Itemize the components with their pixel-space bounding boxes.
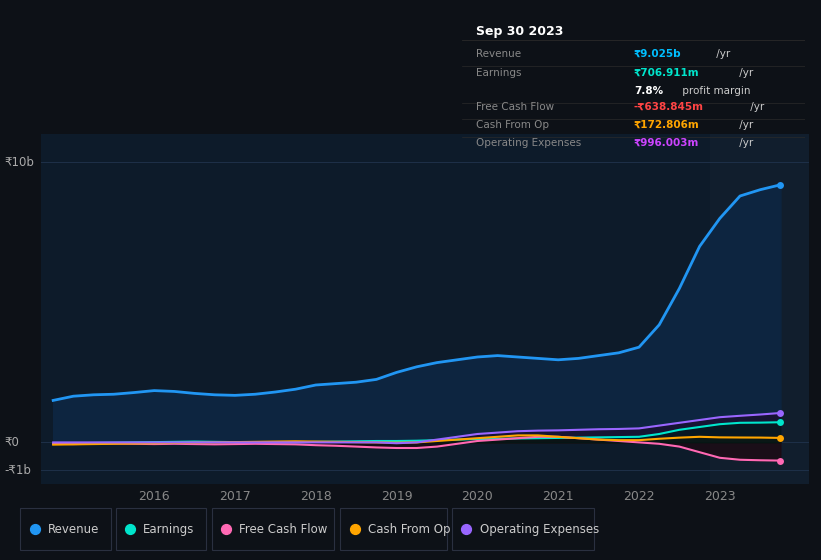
Text: 7.8%: 7.8% [634,86,663,96]
Text: Earnings: Earnings [476,68,521,78]
Text: Free Cash Flow: Free Cash Flow [240,522,328,536]
Text: /yr: /yr [736,68,753,78]
Text: Revenue: Revenue [48,522,99,536]
Point [219,525,232,534]
Text: Earnings: Earnings [144,522,195,536]
Text: Operating Expenses: Operating Expenses [479,522,599,536]
Point [774,180,787,189]
Point [460,525,473,534]
Point [774,418,787,427]
Text: /yr: /yr [736,138,753,148]
Text: /yr: /yr [747,102,764,112]
Point [774,409,787,418]
Text: ₹0: ₹0 [4,436,19,449]
Text: Revenue: Revenue [476,49,521,59]
Point [774,456,787,465]
Text: ₹9.025b: ₹9.025b [634,49,681,59]
Text: profit margin: profit margin [679,86,750,96]
Text: ₹10b: ₹10b [4,156,34,169]
Text: Operating Expenses: Operating Expenses [476,138,581,148]
Text: ₹706.911m: ₹706.911m [634,68,699,78]
Text: Cash From Op: Cash From Op [476,120,549,130]
Point [348,525,361,534]
Text: -₹1b: -₹1b [4,464,31,477]
Point [123,525,136,534]
Point [28,525,41,534]
Point [774,433,787,442]
Text: /yr: /yr [713,49,731,59]
Text: ₹996.003m: ₹996.003m [634,138,699,148]
Text: Cash From Op: Cash From Op [368,522,451,536]
Text: /yr: /yr [736,120,753,130]
Text: Sep 30 2023: Sep 30 2023 [476,25,563,38]
Text: -₹638.845m: -₹638.845m [634,102,704,112]
Text: Free Cash Flow: Free Cash Flow [476,102,554,112]
Text: ₹172.806m: ₹172.806m [634,120,699,130]
Bar [709,134,809,484]
